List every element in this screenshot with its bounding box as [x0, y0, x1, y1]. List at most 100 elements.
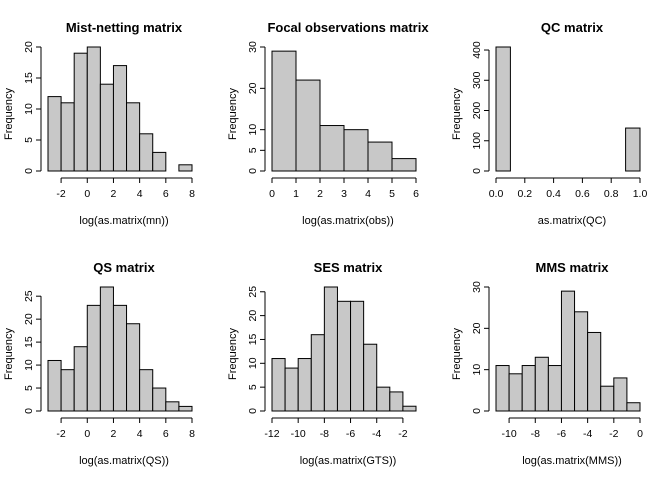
bars	[47, 46, 193, 172]
x-tick-label: 2	[111, 188, 117, 200]
y-tick-label: 10	[23, 359, 35, 371]
x-tick-label: 0.8	[604, 188, 619, 200]
x-tick-label: 2	[111, 428, 117, 440]
x-axis-label: log(as.matrix(mn))	[79, 215, 168, 227]
histogram-bar	[271, 358, 286, 412]
x-tick-label: -10	[291, 428, 306, 440]
y-tick-label: 10	[247, 124, 259, 136]
x-tick-label: 4	[137, 428, 143, 440]
y-tick-label: 30	[247, 41, 259, 53]
x-tick-label: -8	[320, 428, 329, 440]
x-tick-label: 0	[269, 188, 275, 200]
bars	[271, 286, 417, 412]
histogram-bar	[152, 387, 167, 412]
histogram-bar	[86, 304, 101, 412]
histogram-bar	[600, 385, 615, 412]
y-axis-label: Frequency	[451, 88, 463, 140]
histogram-bar	[534, 356, 549, 412]
y-axis-label: Frequency	[3, 88, 15, 140]
histogram-bar	[626, 402, 641, 412]
x-tick-label: 0.6	[575, 188, 590, 200]
histogram-bar	[587, 331, 602, 412]
x-axis-label: log(as.matrix(QS))	[79, 455, 169, 467]
histogram-bar	[402, 405, 417, 412]
x-axis: 0 1 2 3 4 5 6	[269, 177, 419, 200]
y-tick-label: 25	[23, 290, 35, 302]
y-tick-label: 0	[247, 408, 259, 414]
histogram-bar	[112, 304, 128, 412]
histogram-bar	[60, 369, 75, 412]
histogram-bar	[271, 50, 297, 172]
y-tick-label: 20	[23, 41, 35, 53]
panel-title: QS matrix	[93, 260, 155, 275]
y-tick-label: 10	[471, 364, 483, 376]
histogram-bar	[343, 129, 369, 172]
histogram-bar	[126, 102, 141, 172]
x-tick-label: 5	[389, 188, 395, 200]
y-tick-label: 20	[23, 313, 35, 325]
histogram-bar	[47, 96, 62, 172]
histogram-bar	[297, 358, 312, 412]
histogram-bar	[295, 79, 321, 172]
y-tick-label: 200	[471, 102, 483, 120]
histogram-bar	[391, 158, 417, 172]
panel-qc: QC matrix as.matrix(QC) Frequency 0.0 0.2…	[451, 20, 647, 227]
y-tick-label: 100	[471, 132, 483, 150]
x-axis: -12 -10 -8 -6 -4 -2	[264, 417, 408, 440]
histogram-bar	[613, 377, 628, 412]
histogram-bar	[376, 386, 391, 412]
x-tick-label: 6	[163, 188, 169, 200]
y-axis-label: Frequency	[451, 328, 463, 380]
y-tick-label: 20	[247, 82, 259, 94]
x-tick-label: -6	[346, 428, 355, 440]
histogram-bar	[47, 359, 62, 412]
histogram-bar	[574, 311, 589, 412]
y-tick-label: 5	[247, 147, 259, 153]
y-tick-label: 15	[23, 336, 35, 348]
bars	[271, 50, 417, 172]
x-axis-label: log(as.matrix(obs))	[302, 215, 394, 227]
y-axis: 0 5 10 15 20	[23, 41, 42, 174]
x-tick-label: -2	[398, 428, 407, 440]
histogram-bar	[73, 52, 88, 172]
x-tick-label: -8	[531, 428, 540, 440]
x-tick-label: 4	[137, 188, 143, 200]
x-tick-label: -2	[56, 188, 65, 200]
y-tick-label: 5	[23, 385, 35, 391]
x-tick-label: 3	[341, 188, 347, 200]
x-axis: -2 0 2 4 6 8	[56, 177, 195, 200]
y-tick-label: 10	[247, 357, 259, 369]
x-tick-label: 1	[293, 188, 299, 200]
histogram-bar	[363, 343, 378, 412]
panel-mist-netting: Mist-netting matrix log(as.matrix(mn)) F…	[3, 20, 195, 227]
panel-title: QC matrix	[541, 20, 604, 35]
x-axis: -2 0 2 4 6 8	[56, 417, 195, 440]
x-tick-label: 0	[84, 188, 90, 200]
histogram-bar	[73, 346, 88, 412]
y-tick-label: 400	[471, 41, 483, 59]
y-tick-label: 15	[247, 333, 259, 345]
x-tick-label: 0.2	[517, 188, 532, 200]
y-axis: 0 5 10 15 20 25	[247, 286, 266, 414]
y-axis: 0 10 20 30	[471, 281, 490, 414]
panel-mms: MMS matrix log(as.matrix(MMS)) Frequency…	[451, 260, 643, 467]
x-tick-label: -2	[609, 428, 618, 440]
x-axis-label: log(as.matrix(MMS))	[522, 455, 622, 467]
histogram-bar	[495, 46, 511, 172]
panel-focal-observations: Focal observations matrix log(as.matrix(…	[227, 20, 429, 227]
histogram-bar	[99, 286, 114, 412]
y-tick-label: 300	[471, 71, 483, 89]
y-tick-label: 20	[247, 310, 259, 322]
y-tick-label: 25	[247, 286, 259, 298]
histogram-bar	[319, 125, 345, 172]
histogram-bar	[310, 334, 325, 412]
histogram-bar	[60, 102, 75, 172]
y-tick-label: 10	[23, 103, 35, 115]
histogram-bar	[350, 300, 365, 412]
histogram-bar	[112, 65, 128, 172]
x-tick-label: 6	[163, 428, 169, 440]
x-tick-label: 0.4	[546, 188, 561, 200]
bars	[495, 290, 641, 412]
x-tick-label: 0.0	[489, 188, 504, 200]
